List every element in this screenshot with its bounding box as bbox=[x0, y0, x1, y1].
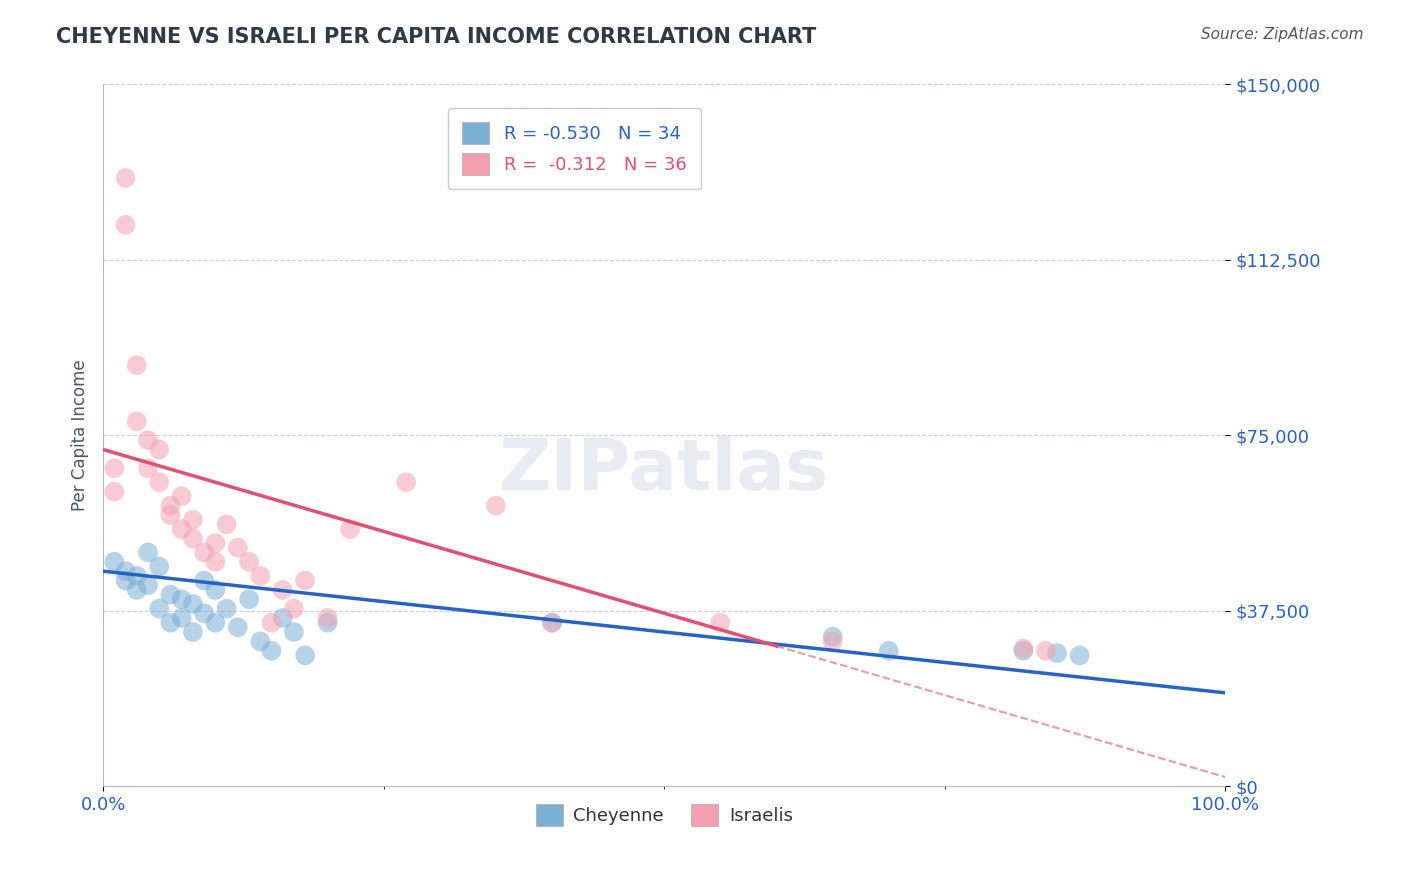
Point bbox=[204, 536, 226, 550]
Point bbox=[283, 625, 305, 640]
Point bbox=[136, 461, 159, 475]
Point bbox=[193, 545, 215, 559]
Point bbox=[1046, 646, 1069, 660]
Point bbox=[316, 615, 339, 630]
Point bbox=[204, 582, 226, 597]
Point bbox=[148, 442, 170, 457]
Point bbox=[316, 611, 339, 625]
Point bbox=[215, 517, 238, 532]
Point bbox=[709, 615, 731, 630]
Point bbox=[170, 522, 193, 536]
Point bbox=[136, 545, 159, 559]
Point bbox=[238, 555, 260, 569]
Point bbox=[136, 578, 159, 592]
Point bbox=[226, 620, 249, 634]
Point bbox=[114, 171, 136, 186]
Point bbox=[260, 615, 283, 630]
Point bbox=[249, 569, 271, 583]
Point bbox=[339, 522, 361, 536]
Point bbox=[181, 513, 204, 527]
Point bbox=[271, 582, 294, 597]
Point bbox=[136, 433, 159, 447]
Point bbox=[238, 592, 260, 607]
Point bbox=[821, 634, 844, 648]
Point bbox=[541, 615, 564, 630]
Point bbox=[260, 644, 283, 658]
Text: CHEYENNE VS ISRAELI PER CAPITA INCOME CORRELATION CHART: CHEYENNE VS ISRAELI PER CAPITA INCOME CO… bbox=[56, 27, 817, 46]
Point bbox=[821, 630, 844, 644]
Point bbox=[181, 597, 204, 611]
Point bbox=[1035, 644, 1057, 658]
Point bbox=[114, 564, 136, 578]
Point bbox=[204, 615, 226, 630]
Point bbox=[114, 218, 136, 232]
Point bbox=[193, 574, 215, 588]
Point bbox=[226, 541, 249, 555]
Point bbox=[1012, 644, 1035, 658]
Point bbox=[103, 484, 125, 499]
Point bbox=[294, 574, 316, 588]
Y-axis label: Per Capita Income: Per Capita Income bbox=[72, 359, 89, 511]
Point bbox=[125, 414, 148, 428]
Point bbox=[103, 461, 125, 475]
Point bbox=[148, 475, 170, 490]
Point bbox=[103, 555, 125, 569]
Text: ZIPatlas: ZIPatlas bbox=[499, 436, 830, 505]
Point bbox=[877, 644, 900, 658]
Point bbox=[485, 499, 508, 513]
Point bbox=[181, 625, 204, 640]
Point bbox=[159, 588, 181, 602]
Point bbox=[125, 582, 148, 597]
Point bbox=[249, 634, 271, 648]
Point bbox=[159, 508, 181, 522]
Point bbox=[193, 607, 215, 621]
Point bbox=[170, 611, 193, 625]
Point bbox=[294, 648, 316, 663]
Point bbox=[271, 611, 294, 625]
Point bbox=[1069, 648, 1091, 663]
Point bbox=[1012, 641, 1035, 656]
Point bbox=[283, 601, 305, 615]
Legend: Cheyenne, Israelis: Cheyenne, Israelis bbox=[529, 797, 800, 834]
Point bbox=[204, 555, 226, 569]
Point bbox=[395, 475, 418, 490]
Point bbox=[541, 615, 564, 630]
Point bbox=[125, 358, 148, 372]
Point bbox=[148, 601, 170, 615]
Point bbox=[181, 532, 204, 546]
Point bbox=[215, 601, 238, 615]
Point bbox=[125, 569, 148, 583]
Point bbox=[114, 574, 136, 588]
Point bbox=[170, 592, 193, 607]
Text: Source: ZipAtlas.com: Source: ZipAtlas.com bbox=[1201, 27, 1364, 42]
Point bbox=[159, 499, 181, 513]
Point bbox=[159, 615, 181, 630]
Point bbox=[148, 559, 170, 574]
Point bbox=[170, 489, 193, 503]
